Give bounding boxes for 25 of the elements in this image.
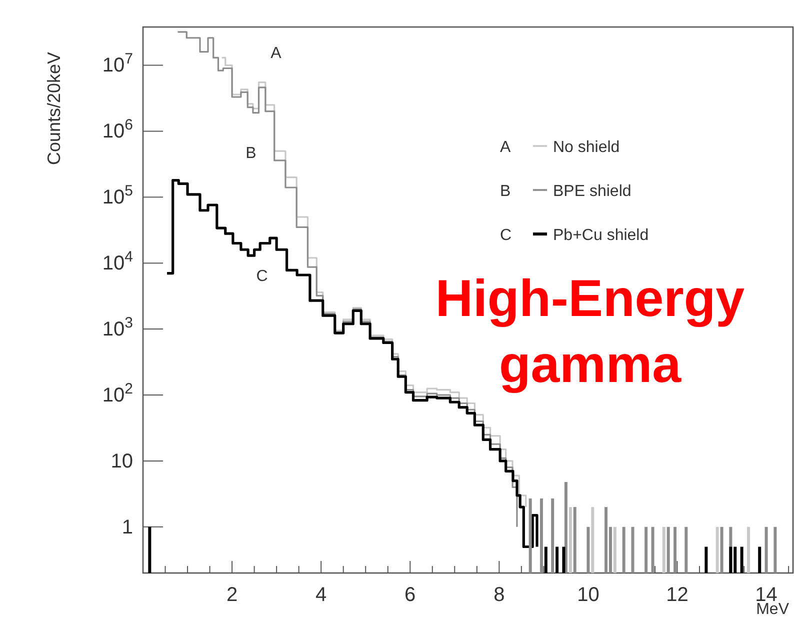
- y-tick-label: 10$^{4}$: [102, 248, 133, 274]
- x-tick-label: 2: [226, 584, 238, 606]
- x-tick-label: 12: [666, 584, 688, 606]
- y-tick-label: 1: [122, 516, 133, 538]
- y-axis-title: Counts/20keV: [44, 52, 64, 166]
- x-tick-label: 6: [404, 584, 416, 606]
- y-tick-label: 10$^{2}$: [102, 380, 133, 406]
- text: C: [500, 227, 512, 244]
- y-tick-label: 10$^{3}$: [102, 314, 133, 340]
- annotation: B: [246, 145, 256, 162]
- text: A: [500, 139, 511, 156]
- y-tick-label: 10$^{6}$: [102, 116, 133, 143]
- y-tick-label: 10$^{7}$: [102, 50, 133, 77]
- x-tick-label: 8: [494, 584, 505, 606]
- legend-label: Pb+Cu shield: [553, 227, 649, 244]
- annotation: High-Energy gamma: [435, 270, 745, 394]
- annotation: C: [256, 268, 268, 285]
- annotation: A: [270, 45, 282, 62]
- y-tick-label: 10$^{5}$: [102, 182, 133, 209]
- legend-label: BPE shield: [553, 183, 632, 200]
- y-tick-label: 10: [110, 450, 133, 472]
- legend-label: No shield: [553, 139, 620, 156]
- x-tick-label: 10: [577, 584, 600, 606]
- x-tick-label: 4: [316, 584, 327, 606]
- text: B: [500, 183, 511, 200]
